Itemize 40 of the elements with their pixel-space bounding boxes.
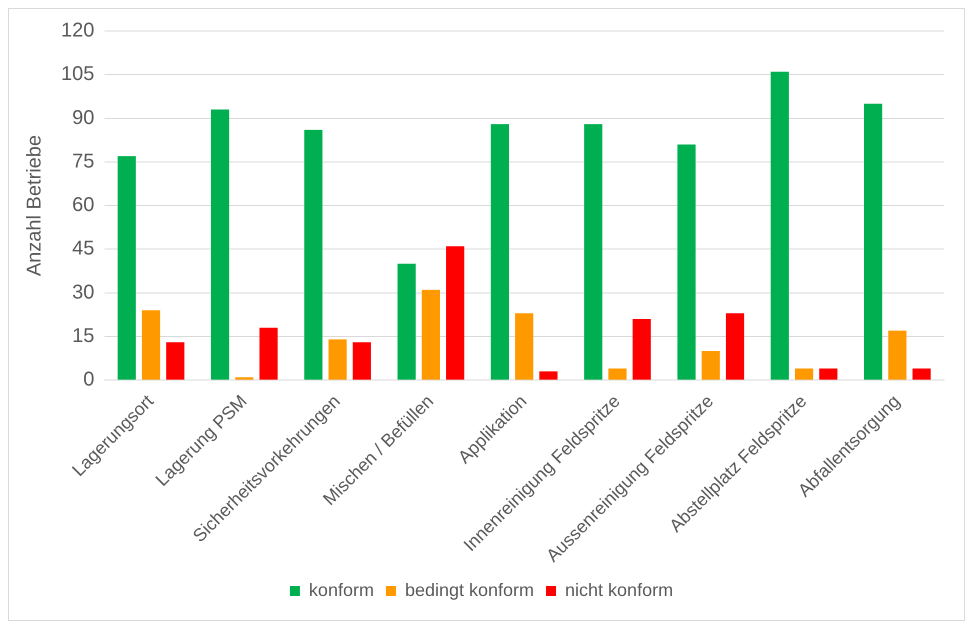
bar xyxy=(864,104,882,380)
bar xyxy=(328,339,347,380)
bar xyxy=(632,319,651,380)
bar xyxy=(352,342,371,380)
bar xyxy=(166,342,184,380)
legend-label: nicht konform xyxy=(565,580,674,600)
bar xyxy=(677,144,696,380)
bar xyxy=(794,368,814,380)
bar xyxy=(608,368,627,380)
bar xyxy=(446,246,464,380)
bar xyxy=(398,264,416,380)
legend-label: bedingt konform xyxy=(404,580,534,600)
bar xyxy=(515,313,534,380)
bar xyxy=(235,377,254,380)
y-tick-label: 45 xyxy=(72,238,94,260)
bar xyxy=(912,368,931,380)
bar xyxy=(584,124,602,380)
bar xyxy=(770,72,789,380)
legend-label: konform xyxy=(308,580,374,600)
bar xyxy=(726,313,744,380)
bar xyxy=(118,156,136,380)
bar xyxy=(304,130,322,380)
y-tick-label: 120 xyxy=(60,20,94,42)
y-tick-label: 75 xyxy=(72,150,94,172)
bar xyxy=(142,310,160,380)
y-axis-title: Anzahl Betriebe xyxy=(24,134,46,276)
bar xyxy=(210,110,230,380)
y-tick-label: 15 xyxy=(72,325,94,347)
bar xyxy=(490,124,510,380)
bar xyxy=(259,328,278,380)
bar xyxy=(422,290,440,380)
bar xyxy=(819,368,838,380)
bar xyxy=(539,371,558,380)
y-tick-label: 105 xyxy=(60,63,94,86)
y-tick-label: 60 xyxy=(72,194,94,216)
bar xyxy=(888,330,906,380)
y-tick-label: 30 xyxy=(72,281,94,304)
y-tick-label: 0 xyxy=(83,368,94,391)
bar xyxy=(702,351,720,380)
y-tick-label: 90 xyxy=(72,106,94,129)
